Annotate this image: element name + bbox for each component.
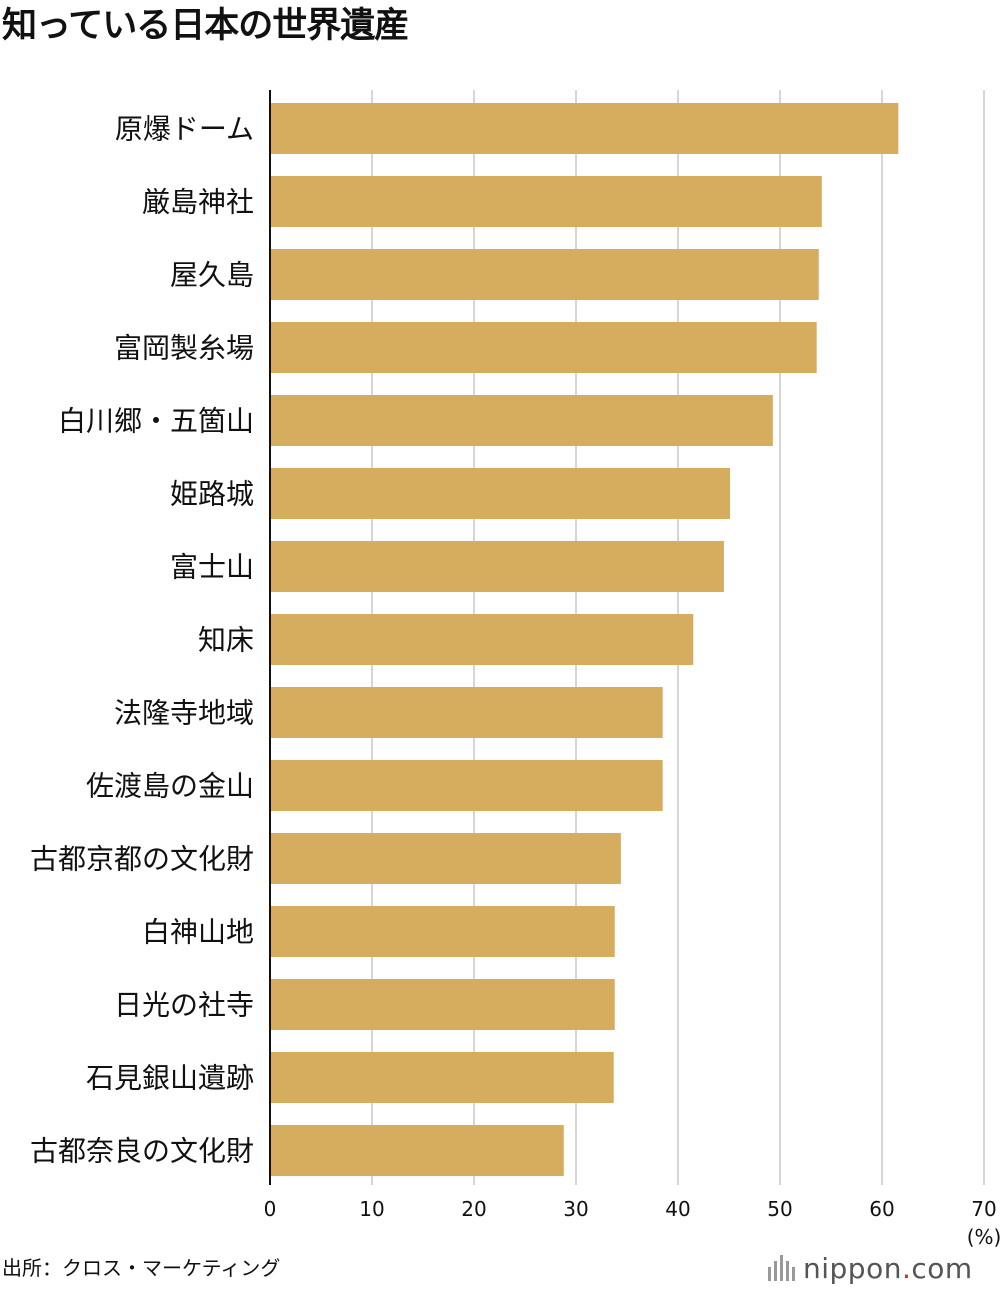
x-tick-label: 40 [665, 1197, 690, 1221]
bar [270, 322, 817, 373]
category-label: 法隆寺地域 [114, 697, 254, 730]
category-label: 白川郷・五箇山 [58, 405, 254, 438]
category-label: 白神山地 [142, 916, 254, 949]
category-label: 富岡製糸場 [114, 332, 254, 365]
bars [270, 103, 899, 1176]
category-label: 佐渡島の金山 [86, 770, 254, 803]
bar [270, 395, 773, 446]
x-tick-label: 10 [359, 1197, 384, 1221]
nippon-logo: nippon.com [768, 1250, 973, 1286]
logo-text: nippon.com [803, 1251, 973, 1285]
x-tick-label: 60 [869, 1197, 894, 1221]
bar [270, 1125, 564, 1176]
bars-icon [768, 1255, 795, 1281]
bar [270, 906, 615, 957]
x-unit-label: (%) [967, 1225, 1000, 1249]
bar [270, 541, 724, 592]
x-tick-labels: 0 10 20 30 40 50 60 70 [264, 1197, 997, 1221]
bar [270, 1052, 614, 1103]
category-label: 知床 [198, 624, 254, 657]
bar [270, 176, 822, 227]
category-label: 日光の社寺 [114, 989, 254, 1022]
bar [270, 760, 663, 811]
bar [270, 468, 731, 519]
category-label: 厳島神社 [142, 186, 254, 219]
category-label: 富士山 [170, 551, 254, 584]
x-tick-label: 30 [563, 1197, 588, 1221]
x-tick-label: 20 [461, 1197, 486, 1221]
chart-title: 知っている日本の世界遺産 [2, 6, 409, 46]
category-labels: 原爆ドーム厳島神社屋久島富岡製糸場白川郷・五箇山姫路城富士山知床法隆寺地域佐渡島… [30, 113, 254, 1168]
source-note: 出所：クロス・マーケティング [2, 1256, 281, 1280]
x-tick-label: 70 [971, 1197, 996, 1221]
category-label: 古都京都の文化財 [30, 843, 254, 876]
bar [270, 833, 621, 884]
x-tick-label: 50 [767, 1197, 792, 1221]
bar [270, 979, 615, 1030]
bar [270, 103, 899, 154]
category-label: 古都奈良の文化財 [30, 1135, 254, 1168]
category-label: 原爆ドーム [115, 113, 254, 146]
bar [270, 614, 694, 665]
category-label: 石見銀山遺跡 [86, 1062, 254, 1095]
category-label: 屋久島 [170, 259, 254, 292]
x-tick-label: 0 [264, 1197, 277, 1221]
bar [270, 249, 819, 300]
bar [270, 687, 663, 738]
category-label: 姫路城 [170, 478, 254, 511]
